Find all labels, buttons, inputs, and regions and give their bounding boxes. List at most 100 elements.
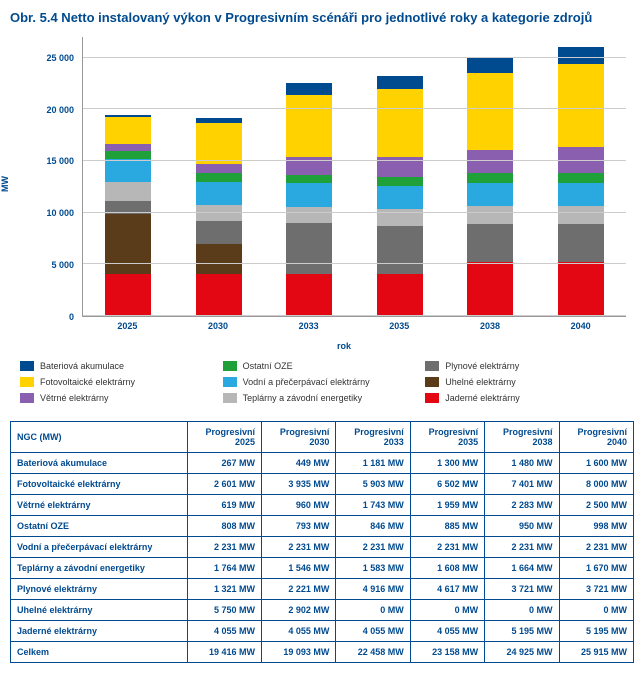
legend-swatch <box>223 393 237 403</box>
table-header-cell: Progresivní2035 <box>410 422 484 453</box>
table-cell-value: 1 600 MW <box>559 453 633 474</box>
legend-swatch <box>425 393 439 403</box>
segment-jaderne <box>286 274 332 316</box>
table-cell-value: 1 546 MW <box>261 558 335 579</box>
table-cell-value: 25 915 MW <box>559 642 633 663</box>
table-cell-label: Plynové elektrárny <box>11 579 188 600</box>
table-cell-value: 5 195 MW <box>559 621 633 642</box>
segment-ostatni <box>558 173 604 183</box>
legend-label: Fotovoltaické elektrárny <box>40 377 135 387</box>
table-cell-value: 3 721 MW <box>559 579 633 600</box>
segment-bateriova <box>377 76 423 89</box>
legend-item-teplarny: Teplárny a závodní energetiky <box>223 393 426 403</box>
segment-uhelne <box>196 244 242 274</box>
table-cell-value: 24 925 MW <box>485 642 559 663</box>
segment-ostatni <box>196 173 242 181</box>
table-cell-value: 793 MW <box>261 516 335 537</box>
y-tick-label: 5 000 <box>51 260 74 270</box>
table-cell-label: Fotovoltaické elektrárny <box>11 474 188 495</box>
table-cell-value: 1 181 MW <box>336 453 410 474</box>
segment-fotovoltaicke <box>467 73 513 150</box>
gridline <box>83 57 626 58</box>
segment-vodni <box>286 183 332 206</box>
segment-vodni <box>558 183 604 206</box>
table-cell-value: 3 721 MW <box>485 579 559 600</box>
y-tick-label: 25 000 <box>46 53 74 63</box>
table-cell-value: 619 MW <box>187 495 261 516</box>
y-tick-label: 15 000 <box>46 156 74 166</box>
table-cell-value: 950 MW <box>485 516 559 537</box>
segment-jaderne <box>105 274 151 316</box>
table-cell-label: Jaderné elektrárny <box>11 621 188 642</box>
table-cell-value: 960 MW <box>261 495 335 516</box>
table-cell-label: Celkem <box>11 642 188 663</box>
segment-plynove <box>558 224 604 263</box>
legend-label: Vodní a přečerpávací elektrárny <box>243 377 370 387</box>
y-tick-label: 20 000 <box>46 105 74 115</box>
legend-swatch <box>20 393 34 403</box>
table-cell-value: 4 055 MW <box>336 621 410 642</box>
legend: Bateriová akumulace Ostatní OZE Plynové el… <box>20 361 634 409</box>
data-table: NGC (MW)Progresivní2025Progresivní2030Pr… <box>10 421 634 663</box>
table-cell-value: 885 MW <box>410 516 484 537</box>
table-cell-value: 0 MW <box>336 600 410 621</box>
legend-label: Plynové elektrárny <box>445 361 519 371</box>
table-cell-value: 4 617 MW <box>410 579 484 600</box>
segment-plynove <box>286 223 332 274</box>
x-tick-label: 2038 <box>467 317 513 337</box>
table-cell-value: 8 000 MW <box>559 474 633 495</box>
gridline <box>83 212 626 213</box>
table-header-cell: Progresivní2033 <box>336 422 410 453</box>
table-header-cell: Progresivní2030 <box>261 422 335 453</box>
segment-plynove <box>196 221 242 244</box>
table-cell-value: 4 055 MW <box>187 621 261 642</box>
y-tick-label: 10 000 <box>46 208 74 218</box>
segment-jaderne <box>467 262 513 316</box>
table-cell-label: Teplárny a závodní energetiky <box>11 558 188 579</box>
segment-vodni <box>105 159 151 182</box>
y-axis-label: MW <box>0 176 10 192</box>
table-cell-value: 2 902 MW <box>261 600 335 621</box>
bar-2033 <box>286 83 332 316</box>
x-tick-label: 2025 <box>104 317 150 337</box>
legend-item-vodni: Vodní a přečerpávací elektrárny <box>223 377 426 387</box>
legend-label: Ostatní OZE <box>243 361 293 371</box>
table-cell-value: 2 231 MW <box>485 537 559 558</box>
x-tick-label: 2030 <box>195 317 241 337</box>
segment-jaderne <box>377 274 423 316</box>
table-cell-value: 2 231 MW <box>559 537 633 558</box>
table-cell-value: 808 MW <box>187 516 261 537</box>
legend-swatch <box>20 361 34 371</box>
segment-fotovoltaicke <box>196 123 242 164</box>
table-cell-value: 0 MW <box>559 600 633 621</box>
table-header-cell: Progresivní2040 <box>559 422 633 453</box>
table-cell-value: 19 093 MW <box>261 642 335 663</box>
table-cell-value: 1 608 MW <box>410 558 484 579</box>
table-row: Celkem19 416 MW19 093 MW22 458 MW23 158 … <box>11 642 634 663</box>
table-cell-value: 1 743 MW <box>336 495 410 516</box>
segment-bateriova <box>558 47 604 64</box>
plot-area <box>82 37 626 317</box>
bar-2040 <box>558 47 604 316</box>
bars-container <box>83 37 626 316</box>
x-tick-label: 2040 <box>558 317 604 337</box>
x-tick-label: 2033 <box>286 317 332 337</box>
segment-teplarny <box>105 182 151 200</box>
legend-item-jaderne: Jaderné elektrárny <box>425 393 628 403</box>
table-row: Bateriová akumulace267 MW449 MW1 181 MW1… <box>11 453 634 474</box>
legend-item-bateriova: Bateriová akumulace <box>20 361 223 371</box>
segment-plynove <box>467 224 513 263</box>
table-row: Plynové elektrárny1 321 MW2 221 MW4 916 … <box>11 579 634 600</box>
segment-vetrne <box>196 164 242 174</box>
legend-label: Teplárny a závodní energetiky <box>243 393 363 403</box>
table-cell-value: 1 764 MW <box>187 558 261 579</box>
segment-vodni <box>377 186 423 209</box>
segment-uhelne <box>105 214 151 274</box>
table-cell-value: 19 416 MW <box>187 642 261 663</box>
legend-swatch <box>425 361 439 371</box>
x-axis-label: rok <box>54 341 634 351</box>
table-header-cell: Progresivní2038 <box>485 422 559 453</box>
legend-label: Jaderné elektrárny <box>445 393 520 403</box>
table-cell-value: 23 158 MW <box>410 642 484 663</box>
table-cell-value: 4 916 MW <box>336 579 410 600</box>
